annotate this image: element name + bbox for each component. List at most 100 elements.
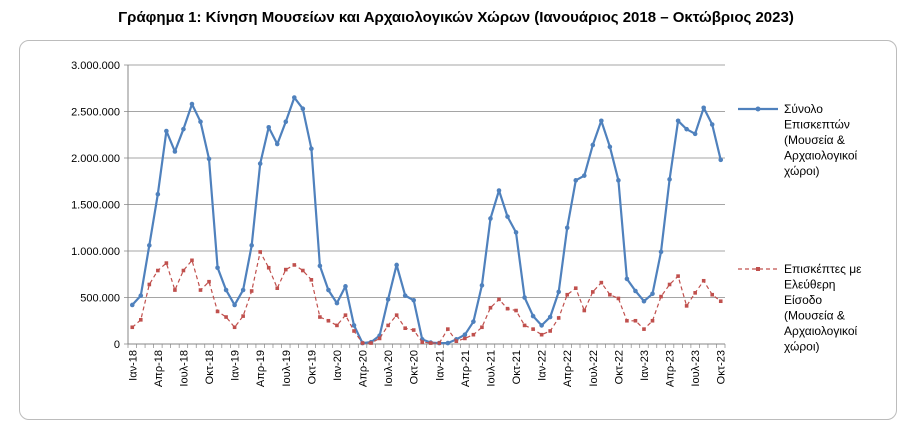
data-point (249, 243, 254, 248)
data-point (564, 225, 570, 231)
data-point (462, 332, 468, 338)
data-point (155, 191, 161, 197)
data-point (198, 119, 203, 125)
data-point (428, 341, 433, 345)
legend-label: Επισκεπτών (784, 118, 850, 132)
data-point (445, 340, 451, 346)
x-tick-label: Ιουλ-20 (383, 350, 395, 387)
data-point (207, 279, 211, 284)
data-point (650, 318, 655, 323)
data-point (173, 288, 177, 292)
data-point (513, 230, 519, 235)
data-point (326, 318, 331, 323)
data-point (446, 327, 450, 331)
legend-label: Αρχαιολογικοί (784, 324, 858, 338)
legend-marker (755, 106, 761, 112)
data-point (556, 289, 561, 295)
x-tick-label: Απρ-21 (460, 350, 472, 387)
data-point (531, 327, 535, 331)
data-point (641, 298, 647, 304)
data-point (591, 290, 595, 294)
data-point (360, 341, 365, 345)
data-point (411, 328, 416, 332)
data-point (488, 305, 493, 310)
legend-label: Αρχαιολογικοί (784, 149, 858, 163)
data-point (206, 156, 212, 162)
data-point (317, 263, 323, 269)
data-point (258, 250, 262, 254)
x-tick-label: Ιουλ-18 (178, 350, 190, 387)
data-point (283, 119, 289, 125)
x-tick-label: Οκτ-23 (716, 350, 728, 384)
data-point (692, 131, 698, 137)
data-point (181, 268, 186, 273)
data-point (496, 188, 502, 193)
x-tick-label: Ιαν-20 (332, 350, 344, 381)
data-point (693, 291, 697, 295)
y-tick-label: 3.000.000 (71, 60, 120, 72)
y-tick-label: 2.500.000 (71, 107, 120, 119)
legend-label: Επισκέπτες με (784, 262, 862, 276)
data-point (275, 286, 280, 290)
data-point (556, 316, 561, 320)
data-point (581, 173, 587, 178)
data-point (189, 101, 195, 107)
chart-title: Γράφημα 1: Κίνηση Μουσείων και Αρχαιολογ… (118, 9, 794, 26)
legend-label: Ελεύθερη (784, 278, 835, 292)
data-point (625, 318, 629, 323)
data-point (659, 294, 663, 299)
data-point (437, 341, 442, 345)
data-point (676, 274, 680, 278)
data-point (709, 122, 715, 127)
y-tick-label: 500.000 (80, 293, 120, 305)
data-point (633, 318, 638, 323)
data-point (326, 287, 331, 293)
data-point (471, 319, 476, 324)
data-point (522, 295, 527, 300)
data-point (658, 249, 664, 255)
data-point (633, 288, 638, 294)
data-point (463, 336, 467, 341)
x-tick-label: Ιουλ-19 (281, 350, 293, 387)
data-point (718, 299, 723, 304)
data-point (138, 293, 144, 298)
data-point (454, 339, 459, 344)
data-point (129, 302, 135, 308)
x-tick-label: Ιαν-22 (537, 350, 549, 381)
data-point (565, 292, 570, 297)
data-point (283, 267, 288, 272)
data-point (309, 278, 314, 282)
legend-label: (Μουσεία & (784, 309, 845, 323)
data-point (215, 309, 220, 314)
data-point (573, 286, 578, 290)
data-point (701, 105, 706, 111)
x-tick-label: Ιαν-18 (127, 350, 139, 381)
x-tick-label: Οκτ-19 (306, 350, 318, 384)
x-tick-label: Απρ-18 (153, 350, 165, 387)
y-tick-label: 0 (114, 339, 120, 351)
data-point (369, 341, 373, 345)
legend-label: χώροι) (784, 164, 820, 178)
data-point (403, 326, 407, 330)
data-point (334, 300, 340, 306)
x-tick-label: Ιαν-21 (434, 350, 446, 381)
data-point (522, 323, 527, 328)
data-point (300, 106, 306, 112)
data-point (488, 216, 493, 221)
x-tick-label: Απρ-19 (255, 350, 267, 387)
data-point (505, 306, 510, 311)
data-point (249, 289, 254, 293)
data-point (292, 95, 297, 100)
data-point (223, 287, 229, 293)
data-point (667, 282, 672, 287)
data-point (616, 178, 621, 183)
data-point (539, 332, 544, 337)
data-point (479, 283, 485, 288)
x-tick-label: Ιαν-23 (639, 350, 651, 381)
x-tick-label: Απρ-23 (665, 350, 677, 387)
data-point (164, 261, 169, 265)
data-point (599, 280, 604, 285)
legend-label: Είσοδο (784, 293, 822, 307)
data-point (292, 263, 297, 267)
data-point (198, 288, 203, 292)
